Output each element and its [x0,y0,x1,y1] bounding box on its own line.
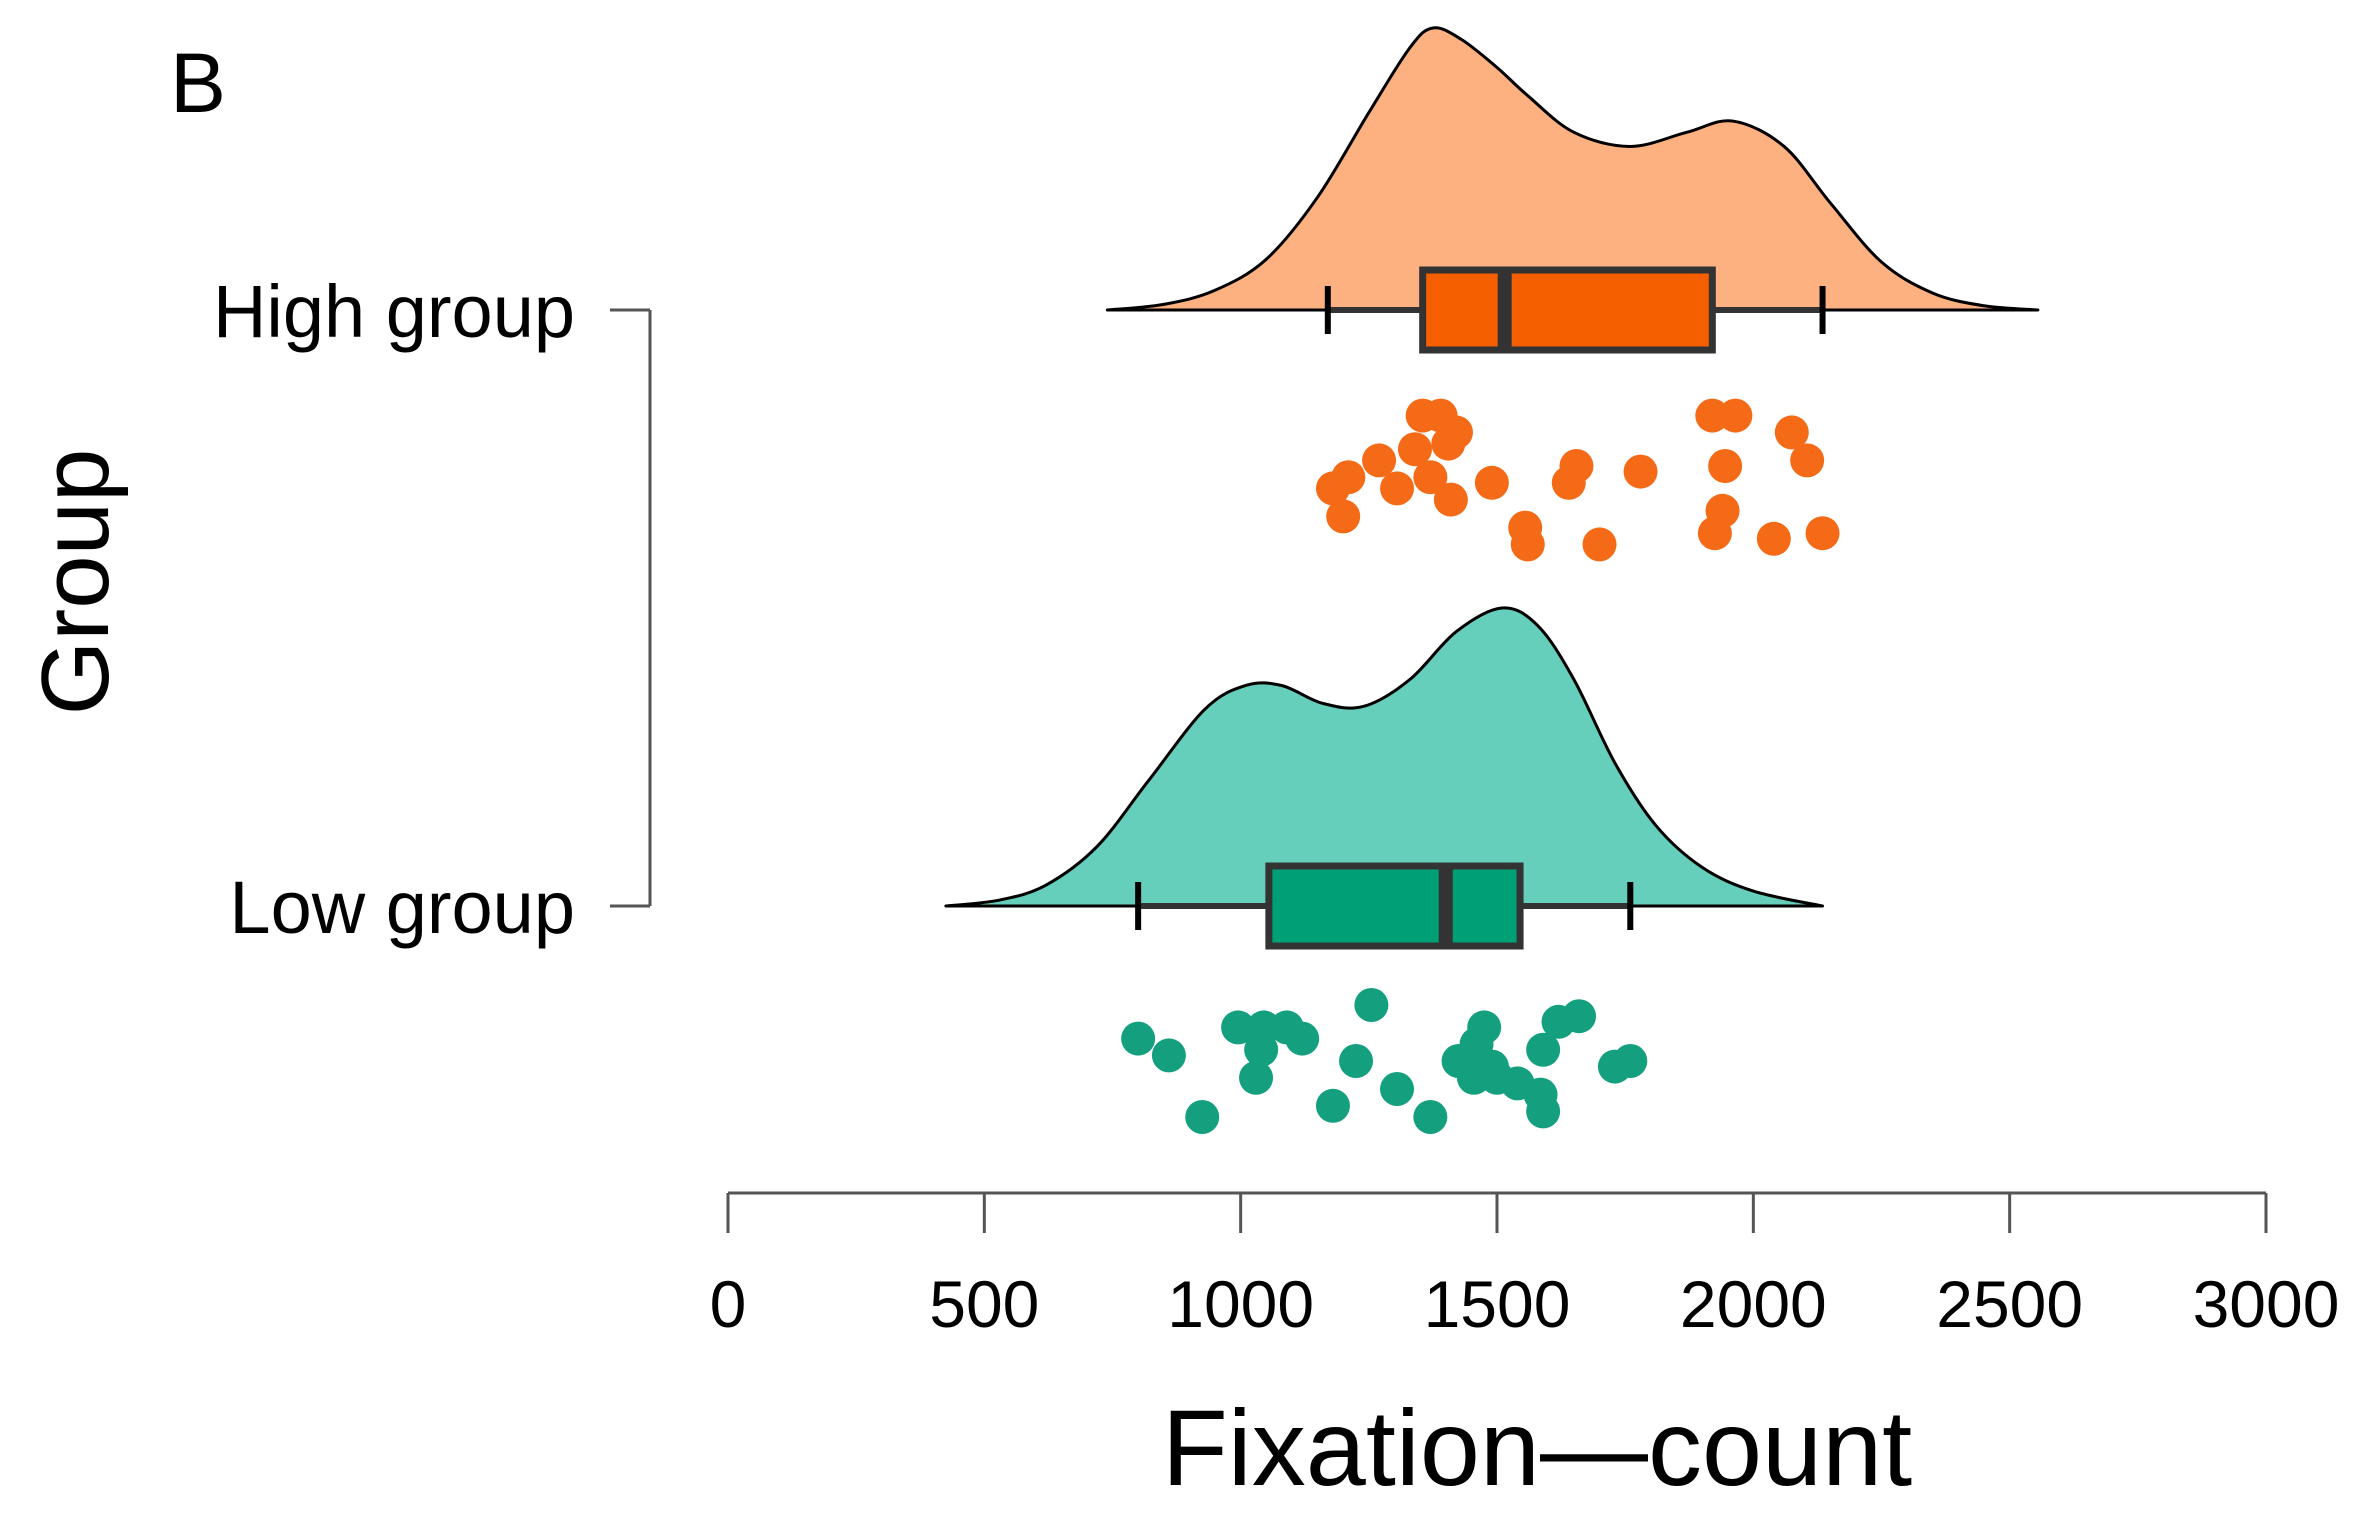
low-group-point [1285,1021,1320,1056]
high-group-point [1756,521,1791,556]
x-tick-label: 3000 [2193,1267,2340,1341]
x-axis-title: Fixation—count [1162,1387,1912,1508]
high-group-point [1582,527,1617,562]
low-group-series [944,606,1825,1134]
low-group-point [1151,1038,1186,1073]
y-tick-label-high: High group [213,270,575,353]
y-tick-label-low: Low group [229,866,575,949]
high-group-point [1551,465,1586,500]
low-group-box [1265,862,1524,950]
low-group-point [1315,1088,1350,1123]
high-group-box [1419,266,1716,354]
low-group-point [1526,1094,1561,1129]
low-group-point [1244,1032,1279,1067]
low-group-point [1613,1044,1648,1078]
high-group-point [1362,443,1397,478]
high-group-point [1315,471,1350,506]
high-group-point [1708,449,1743,483]
high-group-point [1431,426,1466,461]
x-tick-label: 1000 [1167,1267,1314,1341]
low-group-point [1121,1021,1156,1056]
low-group-point [1380,1072,1415,1106]
y-axis-title: Group [22,449,129,716]
high-group-point [1326,499,1361,534]
high-group-point [1805,516,1840,551]
plot-area [944,26,2040,1134]
x-axis: Fixation—count 0 500 1000 1500 2000 2500 3000 [710,1191,2340,1508]
low-group-point [1354,988,1389,1022]
high-group-point [1433,482,1468,517]
low-group-point [1239,1060,1274,1095]
low-group-point [1562,999,1597,1034]
high-group-point [1413,460,1448,495]
panel-label: B [170,36,226,130]
high-group-point [1510,527,1545,562]
high-group-point [1697,516,1732,551]
high-group-point [1790,443,1825,478]
high-group-series [1105,26,2040,562]
x-tick-label: 0 [710,1267,747,1341]
high-group-density [1105,26,2040,312]
x-tick-label: 1500 [1424,1267,1571,1341]
high-group-point [1474,465,1509,500]
high-group-point [1397,432,1432,467]
low-group-point [1339,1044,1374,1078]
x-tick-label: 500 [929,1267,1039,1341]
low-group-density [944,606,1825,908]
low-group-point [1221,1010,1256,1045]
high-group-point [1380,471,1415,506]
low-group-point [1413,1100,1448,1134]
low-group-point [1185,1100,1220,1134]
high-group-point [1718,398,1753,433]
high-group-point [1774,415,1809,450]
low-group-point [1526,1032,1561,1067]
x-tick-label: 2500 [1936,1267,2083,1341]
y-axis: High group Low group Group [22,270,652,949]
high-group-point [1623,454,1658,489]
x-tick-label: 2000 [1680,1267,1827,1341]
